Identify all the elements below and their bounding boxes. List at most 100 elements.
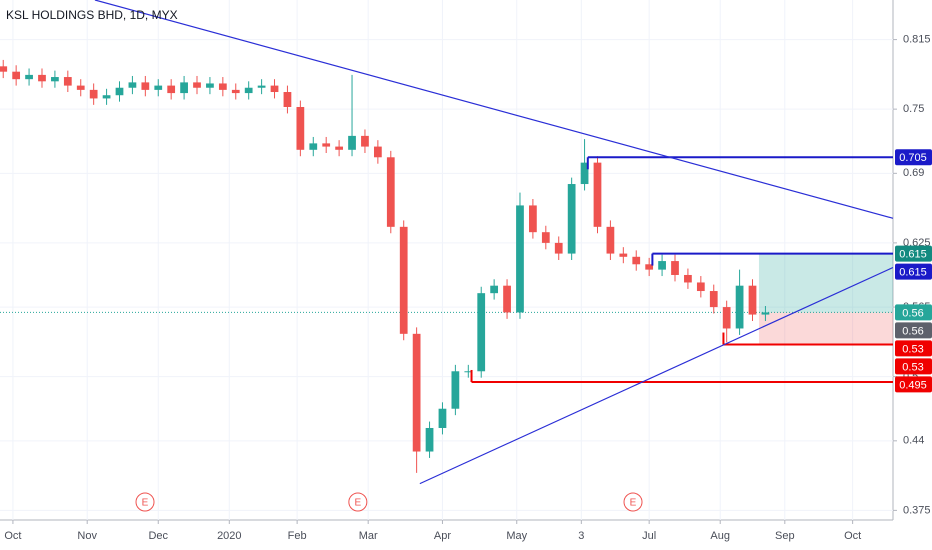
price-tag-label: 0.56: [902, 307, 923, 319]
candle-body: [632, 256, 641, 265]
candle-body: [270, 85, 279, 93]
x-tick-label: 3: [578, 530, 584, 542]
event-label: E: [355, 498, 362, 509]
price-tag: [895, 149, 932, 166]
chart-title: KSL HOLDINGS BHD, 1D, MYX: [6, 8, 178, 22]
candle-body: [309, 143, 318, 150]
candle-body: [373, 146, 382, 158]
target-zone: [758, 253, 893, 313]
candle-body: [748, 285, 757, 315]
price-tag: [895, 358, 932, 375]
candle-body: [580, 162, 589, 185]
x-tick-label: Sep: [775, 530, 795, 542]
candle-body: [386, 157, 395, 227]
event-marker: [135, 492, 155, 512]
candle-body: [567, 184, 576, 254]
price-tag-label: 0.53: [902, 361, 923, 373]
price-tag: [895, 376, 932, 393]
y-tick-label: 0.69: [903, 167, 924, 179]
candle-body: [606, 226, 615, 254]
x-tick-label: Feb: [288, 530, 307, 542]
candle-body: [218, 83, 227, 90]
event-marker: [348, 492, 368, 512]
candle-body: [709, 291, 718, 308]
candle-body: [296, 106, 305, 150]
candle-body: [244, 87, 253, 94]
stop-zone: [758, 312, 893, 345]
price-tag-label: 0.56: [902, 325, 923, 337]
candle-body: [399, 226, 408, 334]
candle-body: [696, 282, 705, 292]
candle-body: [593, 162, 602, 227]
candle-body: [167, 85, 176, 94]
candle-body: [541, 232, 550, 243]
candle-body: [438, 408, 447, 428]
price-tag-label: 0.495: [899, 379, 927, 391]
price-tag-label: 0.615: [899, 266, 927, 278]
candle-body: [89, 89, 98, 99]
y-tick-label: 0.815: [903, 33, 931, 45]
candle-body: [283, 92, 292, 107]
price-tag-label: 0.615: [899, 248, 927, 260]
y-tick-label: 0.44: [903, 435, 924, 447]
candle-body: [141, 82, 150, 90]
event-marker: [623, 492, 643, 512]
trend-line: [419, 266, 894, 485]
price-tag-label: 0.53: [902, 343, 923, 355]
candle-body: [503, 285, 511, 313]
x-tick-label: Oct: [4, 530, 21, 542]
candle-body: [464, 371, 473, 373]
x-tick-label: Nov: [77, 530, 97, 542]
candle-body: [348, 135, 356, 150]
x-tick-label: Dec: [148, 530, 168, 542]
candle-body: [180, 82, 188, 94]
candle-body: [154, 85, 163, 90]
x-tick-label: May: [506, 530, 527, 542]
candle-body: [193, 82, 201, 88]
x-tick-label: Jul: [642, 530, 656, 542]
price-tag: [895, 340, 932, 357]
candle-body: [619, 253, 628, 257]
candle-body: [257, 85, 266, 88]
candle-body: [76, 85, 85, 90]
x-tick-label: Aug: [710, 530, 730, 542]
candle-body: [206, 83, 214, 88]
x-tick-label: Mar: [359, 530, 378, 542]
candle-body: [25, 74, 33, 80]
candle-body: [335, 146, 343, 150]
candle-body: [451, 371, 460, 409]
candle-body: [684, 274, 692, 283]
price-tag: [895, 304, 932, 321]
candle-body: [735, 285, 744, 329]
candle-body: [761, 312, 770, 315]
candle-body: [516, 205, 524, 313]
x-tick-label: Oct: [844, 530, 861, 542]
candle-body: [490, 285, 499, 294]
candle-body: [128, 82, 137, 88]
price-tag-label: 0.705: [899, 152, 927, 164]
candle-body: [322, 143, 331, 147]
candle-body: [361, 135, 369, 147]
price-tag: [895, 245, 932, 262]
candle-body: [38, 74, 46, 82]
candle-body: [231, 89, 240, 94]
candle-body: [63, 77, 72, 86]
price-tag: [895, 322, 932, 339]
candle-body: [51, 77, 59, 82]
candle-body: [722, 307, 731, 329]
event-label: E: [630, 498, 637, 509]
candle-body: [12, 71, 21, 80]
candle-body: [412, 333, 421, 452]
candle-body: [529, 205, 537, 233]
y-tick-label: 0.75: [903, 103, 924, 115]
event-label: E: [142, 498, 149, 509]
candle-body: [658, 261, 666, 270]
price-tag: [895, 263, 932, 280]
candle-body: [102, 95, 111, 99]
x-tick-label: Apr: [434, 530, 451, 542]
candle-body: [645, 264, 654, 270]
y-tick-label: 0.375: [903, 504, 931, 516]
